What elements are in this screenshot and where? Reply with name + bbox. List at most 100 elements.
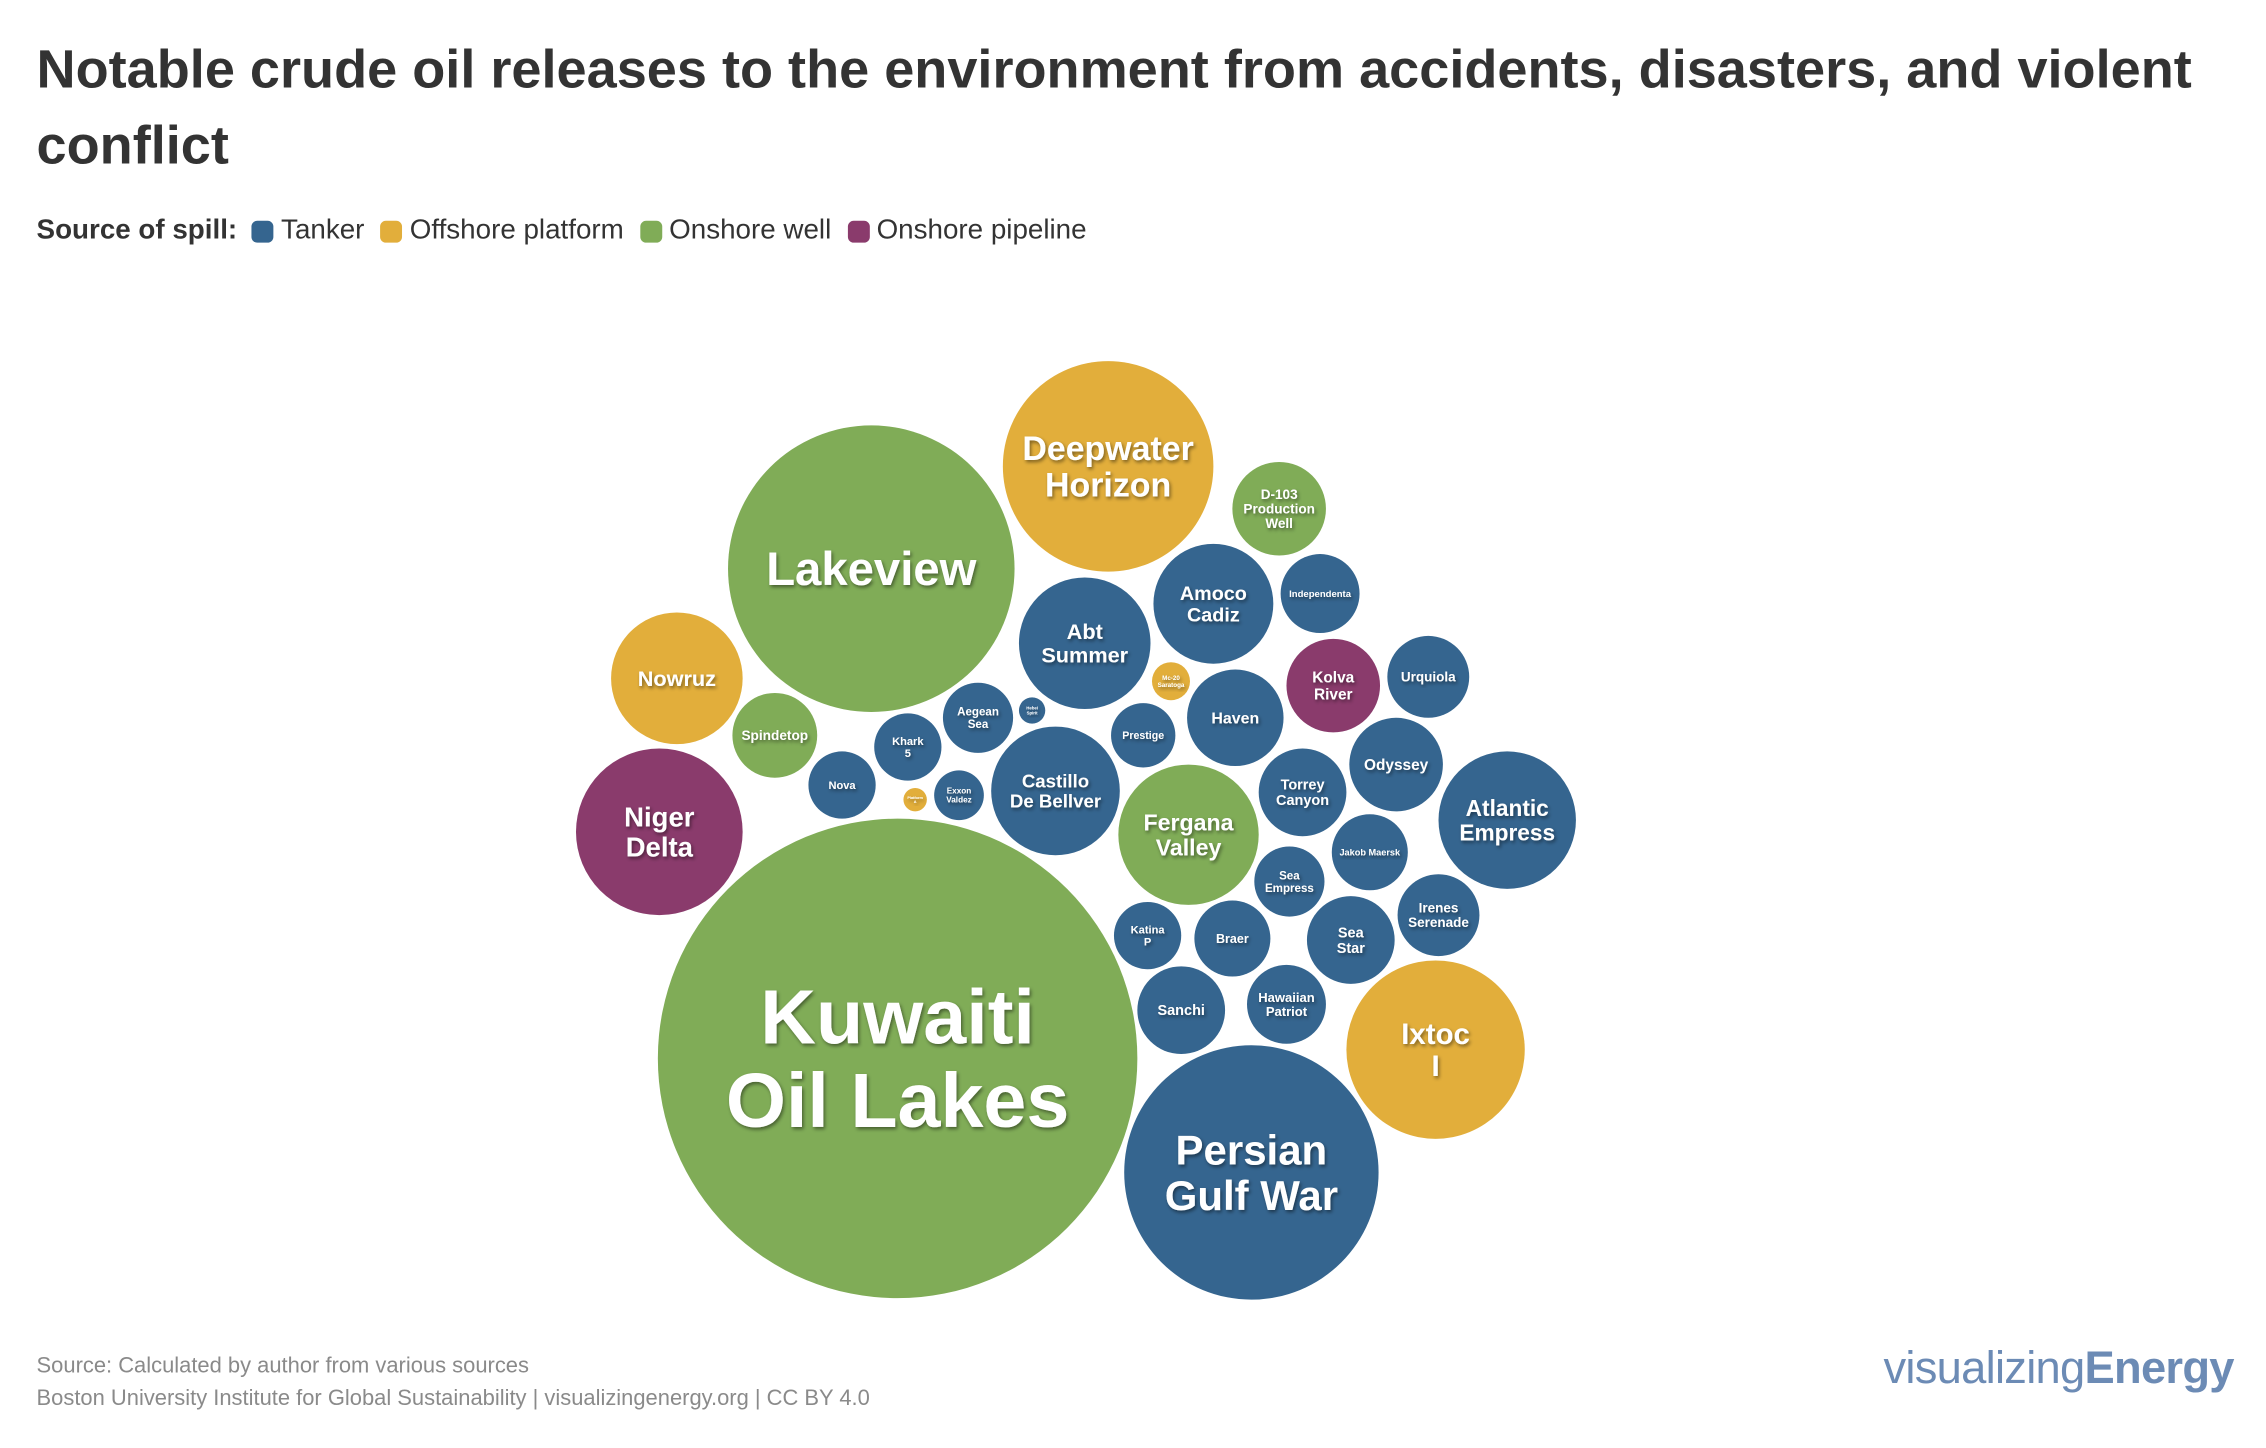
bubble-niger-delta[interactable]: Niger Delta bbox=[575, 748, 743, 916]
bubble-label: Haven bbox=[1211, 710, 1259, 727]
bubble-circle bbox=[1286, 638, 1381, 733]
bubble-nova[interactable]: Nova bbox=[808, 751, 876, 819]
bubble-mc-20-saratoga[interactable]: Mc-20 Saratoga bbox=[1151, 662, 1190, 701]
bubble-label: Sanchi bbox=[1157, 1003, 1204, 1019]
legend-item-offshore[interactable]: Offshore platform bbox=[380, 215, 624, 247]
bubble-circle bbox=[657, 818, 1138, 1299]
bubble-circle bbox=[942, 682, 1014, 753]
legend: Source of spill: Tanker Offshore platfor… bbox=[37, 215, 1103, 247]
bubble-abt-summer[interactable]: Abt Summer bbox=[1018, 577, 1151, 710]
bubble-circle bbox=[808, 751, 876, 819]
bubble-label: Jakob Maersk bbox=[1339, 848, 1401, 858]
bubble-circle bbox=[1194, 900, 1271, 977]
bubble-torrey-canyon[interactable]: Torrey Canyon bbox=[1258, 748, 1347, 837]
legend-label: Onshore well bbox=[669, 214, 832, 246]
bubble-label: Castillo De Bellver bbox=[1010, 770, 1101, 811]
bubble-label: Kolva River bbox=[1312, 670, 1354, 704]
bubble-fergana-valley[interactable]: Fergana Valley bbox=[1118, 764, 1259, 905]
bubble-circle bbox=[728, 425, 1015, 712]
bubble-katina-p[interactable]: Katina P bbox=[1113, 901, 1182, 970]
bubble-label: Sea Empress bbox=[1265, 870, 1314, 894]
bubble-circle bbox=[1346, 960, 1525, 1139]
bubble-persian-gulf-war[interactable]: Persian Gulf War bbox=[1124, 1045, 1379, 1300]
bubble-circle bbox=[1113, 901, 1182, 970]
bubble-label: Sea Star bbox=[1337, 925, 1366, 957]
legend-item-onshore-well[interactable]: Onshore well bbox=[639, 214, 832, 247]
legend-title: Source of spill: bbox=[36, 214, 238, 246]
bubble-prestige[interactable]: Prestige bbox=[1111, 703, 1176, 768]
bubble-circle bbox=[1258, 748, 1347, 837]
legend-item-pipeline[interactable]: Onshore pipeline bbox=[847, 214, 1087, 247]
bubble-castillo-de-bellver[interactable]: Castillo De Bellver bbox=[991, 726, 1120, 856]
bubble-label: Aegean Sea bbox=[957, 707, 999, 731]
bubble-khark-5[interactable]: Khark 5 bbox=[874, 713, 942, 781]
bubble-label: Hawaiian Patriot bbox=[1258, 990, 1314, 1019]
bubble-sea-empress[interactable]: Sea Empress bbox=[1254, 846, 1325, 917]
bubble-label: Braer bbox=[1216, 932, 1249, 946]
bubble-platform-a[interactable]: Platform A bbox=[903, 787, 927, 812]
bubble-label: Kuwaiti Oil Lakes bbox=[726, 975, 1069, 1144]
bubble-circle bbox=[1111, 703, 1176, 768]
bubble-label: Lakeview bbox=[766, 543, 976, 596]
bubble-label: Atlantic Empress bbox=[1459, 795, 1555, 845]
bubble-circle bbox=[1306, 896, 1395, 984]
bubble-irenes-serenade[interactable]: Irenes Serenade bbox=[1397, 874, 1480, 957]
legend-swatch-onshore-well bbox=[639, 220, 662, 242]
bubble-circle bbox=[903, 787, 927, 812]
visualizing-energy-logo[interactable]: visualizingEnergy bbox=[1883, 1342, 2234, 1395]
bubble-hawaiian-patriot[interactable]: Hawaiian Patriot bbox=[1247, 964, 1326, 1044]
bubble-atlantic-empress[interactable]: Atlantic Empress bbox=[1438, 751, 1576, 889]
bubble-circle bbox=[934, 770, 984, 821]
bubble-circle bbox=[1247, 964, 1326, 1044]
bubble-kolva-river[interactable]: Kolva River bbox=[1286, 638, 1381, 733]
bubble-label: D-103 Production Well bbox=[1243, 487, 1315, 531]
bubble-urquiola[interactable]: Urquiola bbox=[1387, 635, 1470, 718]
legend-swatch-offshore bbox=[380, 220, 403, 242]
legend-swatch-tanker bbox=[251, 220, 274, 242]
bubble-spindetop[interactable]: Spindetop bbox=[732, 692, 818, 778]
bubble-circle bbox=[1153, 543, 1274, 664]
source-note: Source: Calculated by author from variou… bbox=[36, 1353, 529, 1379]
bubble-aegean-sea[interactable]: Aegean Sea bbox=[942, 682, 1014, 753]
bubble-label: Spindetop bbox=[741, 728, 808, 743]
bubble-circle bbox=[1254, 846, 1325, 917]
bubble-label: Independenta bbox=[1289, 589, 1352, 600]
bubble-circle bbox=[1387, 635, 1470, 718]
bubble-label: Nowruz bbox=[638, 666, 716, 691]
bubble-deepwater-horizon[interactable]: Deepwater Horizon bbox=[1002, 361, 1214, 572]
bubble-exxon-valdez[interactable]: Exxon Valdez bbox=[934, 770, 984, 821]
bubble-label: Ixtoc I bbox=[1401, 1018, 1470, 1083]
bubble-label: Abt Summer bbox=[1041, 619, 1128, 667]
bubble-label: Mc-20 Saratoga bbox=[1158, 675, 1185, 689]
bubble-braer[interactable]: Braer bbox=[1194, 900, 1271, 977]
bubble-odyssey[interactable]: Odyssey bbox=[1349, 717, 1443, 812]
bubble-label: Katina P bbox=[1131, 925, 1166, 949]
bubble-label: Exxon Valdez bbox=[946, 787, 972, 805]
bubble-independenta[interactable]: Independenta bbox=[1280, 554, 1360, 634]
bubble-lakeview[interactable]: Lakeview bbox=[728, 425, 1015, 712]
bubble-jakob-maersk[interactable]: Jakob Maersk bbox=[1331, 814, 1408, 891]
bubble-sanchi[interactable]: Sanchi bbox=[1137, 966, 1226, 1055]
bubble-label: Khark 5 bbox=[892, 736, 924, 760]
bubble-amoco-cadiz[interactable]: Amoco Cadiz bbox=[1153, 543, 1274, 664]
bubble-circle bbox=[1002, 361, 1214, 572]
bubble-label: Torrey Canyon bbox=[1276, 778, 1329, 810]
bubble-circle bbox=[1018, 577, 1151, 710]
bubble-ixtoc-i[interactable]: Ixtoc I bbox=[1346, 960, 1525, 1139]
footer: Source: Calculated by author from variou… bbox=[37, 1351, 870, 1415]
bubble-label: Platform A bbox=[907, 796, 923, 804]
bubble-label: Nova bbox=[829, 780, 857, 792]
legend-label: Onshore pipeline bbox=[876, 214, 1087, 246]
bubble-circle bbox=[1018, 697, 1046, 724]
bubble-nowruz[interactable]: Nowruz bbox=[611, 612, 743, 745]
bubble-kuwaiti-oil-lakes[interactable]: Kuwaiti Oil Lakes bbox=[657, 818, 1138, 1299]
bubble-d-103-production-well[interactable]: D-103 Production Well bbox=[1232, 461, 1326, 556]
bubble-circle bbox=[1397, 874, 1480, 957]
bubble-sea-star[interactable]: Sea Star bbox=[1306, 896, 1395, 984]
bubble-haven[interactable]: Haven bbox=[1187, 669, 1284, 767]
legend-item-tanker[interactable]: Tanker bbox=[251, 215, 364, 247]
bubble-hebei-spirit[interactable]: Hebei Spirit bbox=[1018, 697, 1046, 724]
bubble-circle bbox=[874, 713, 942, 781]
